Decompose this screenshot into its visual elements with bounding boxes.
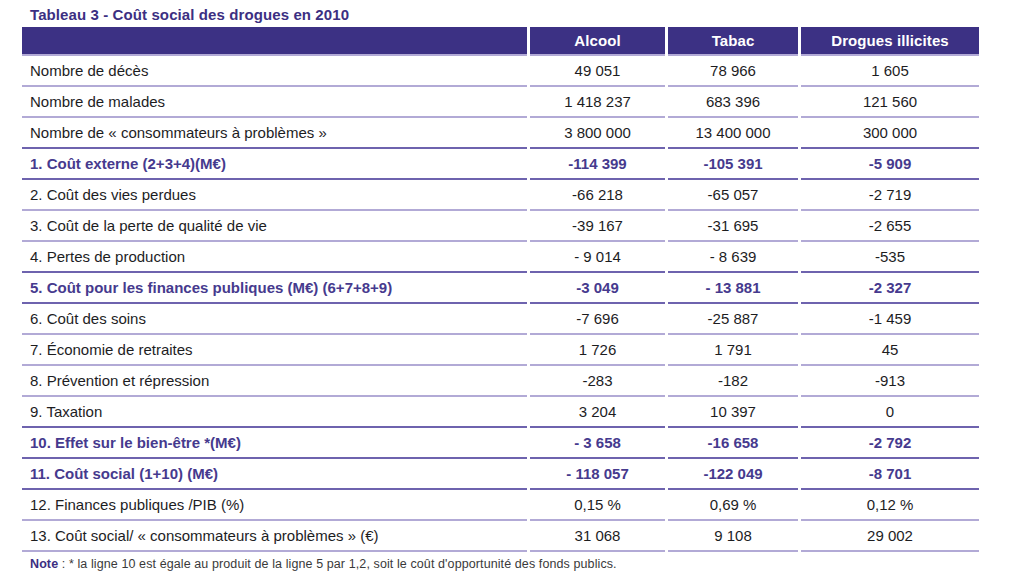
table-row: Nombre de malades1 418 237683 396121 560 xyxy=(22,87,979,118)
note-label: Note xyxy=(30,557,58,571)
value-cell: -913 xyxy=(801,366,979,397)
row-label-cell: 3. Coût de la perte de qualité de vie xyxy=(22,211,527,242)
value-cell: 78 966 xyxy=(668,56,798,87)
header-row: AlcoolTabacDrogues illicites xyxy=(22,27,979,56)
row-label-cell: 7. Économie de retraites xyxy=(22,335,527,366)
value-cell: 31 068 xyxy=(530,521,665,552)
value-cell: 45 xyxy=(801,335,979,366)
table-title: Tableau 3 - Coût social des drogues en 2… xyxy=(22,5,1010,24)
row-label-cell: 6. Coût des soins xyxy=(22,304,527,335)
header-cell: Drogues illicites xyxy=(801,27,979,56)
value-cell: -2 327 xyxy=(801,273,979,304)
table-body: Nombre de décès49 05178 9661 605Nombre d… xyxy=(22,56,979,552)
value-cell: 1 791 xyxy=(668,335,798,366)
value-cell: -1 459 xyxy=(801,304,979,335)
value-cell: 1 726 xyxy=(530,335,665,366)
cost-table: AlcoolTabacDrogues illicites Nombre de d… xyxy=(19,27,982,552)
value-cell: 300 000 xyxy=(801,118,979,149)
row-label-cell: 12. Finances publiques /PIB (%) xyxy=(22,490,527,521)
value-cell: 0,69 % xyxy=(668,490,798,521)
value-cell: 1 418 237 xyxy=(530,87,665,118)
value-cell: -2 719 xyxy=(801,180,979,211)
row-label-cell: 5. Coût pour les finances publiques (M€)… xyxy=(22,273,527,304)
value-cell: 0,12 % xyxy=(801,490,979,521)
value-cell: 9 108 xyxy=(668,521,798,552)
value-cell: -2 792 xyxy=(801,428,979,459)
row-label-cell: 10. Effet sur le bien-être *(M€) xyxy=(22,428,527,459)
table-row: 3. Coût de la perte de qualité de vie-39… xyxy=(22,211,979,242)
value-cell: 13 400 000 xyxy=(668,118,798,149)
value-cell: -182 xyxy=(668,366,798,397)
table-row: 10. Effet sur le bien-être *(M€)- 3 658-… xyxy=(22,428,979,459)
row-label-cell: 11. Coût social (1+10) (M€) xyxy=(22,459,527,490)
row-label-cell: 2. Coût des vies perdues xyxy=(22,180,527,211)
row-label-cell: 9. Taxation xyxy=(22,397,527,428)
value-cell: -105 391 xyxy=(668,149,798,180)
row-label-cell: Nombre de « consommateurs à problèmes » xyxy=(22,118,527,149)
value-cell: 0 xyxy=(801,397,979,428)
table-row: 7. Économie de retraites1 7261 79145 xyxy=(22,335,979,366)
value-cell: 3 800 000 xyxy=(530,118,665,149)
value-cell: - 3 658 xyxy=(530,428,665,459)
value-cell: 1 605 xyxy=(801,56,979,87)
table-row: 9. Taxation3 20410 3970 xyxy=(22,397,979,428)
value-cell: 29 002 xyxy=(801,521,979,552)
table-header: AlcoolTabacDrogues illicites xyxy=(22,27,979,56)
table-row: 1. Coût externe (2+3+4)(M€)-114 399-105 … xyxy=(22,149,979,180)
row-label-cell: 4. Pertes de production xyxy=(22,242,527,273)
row-label-cell: 13. Coût social/ « consommateurs à probl… xyxy=(22,521,527,552)
row-label-cell: Nombre de malades xyxy=(22,87,527,118)
value-cell: -283 xyxy=(530,366,665,397)
value-cell: - 9 014 xyxy=(530,242,665,273)
table-row: 13. Coût social/ « consommateurs à probl… xyxy=(22,521,979,552)
value-cell: -535 xyxy=(801,242,979,273)
table-row: 2. Coût des vies perdues-66 218-65 057-2… xyxy=(22,180,979,211)
value-cell: -16 658 xyxy=(668,428,798,459)
value-cell: -31 695 xyxy=(668,211,798,242)
value-cell: - 13 881 xyxy=(668,273,798,304)
table-row: 12. Finances publiques /PIB (%)0,15 %0,6… xyxy=(22,490,979,521)
table-row: Nombre de « consommateurs à problèmes »3… xyxy=(22,118,979,149)
value-cell: 121 560 xyxy=(801,87,979,118)
document-page: Tableau 3 - Coût social des drogues en 2… xyxy=(0,0,1018,571)
note-text: : * la ligne 10 est égale au produit de … xyxy=(58,557,617,571)
value-cell: -114 399 xyxy=(530,149,665,180)
row-label-cell: 1. Coût externe (2+3+4)(M€) xyxy=(22,149,527,180)
header-cell: Alcool xyxy=(530,27,665,56)
value-cell: -3 049 xyxy=(530,273,665,304)
table-note: Note : * la ligne 10 est égale au produi… xyxy=(22,557,1010,571)
header-cell: Tabac xyxy=(668,27,798,56)
row-label-cell: 8. Prévention et répression xyxy=(22,366,527,397)
table-row: 4. Pertes de production- 9 014- 8 639-53… xyxy=(22,242,979,273)
value-cell: -5 909 xyxy=(801,149,979,180)
value-cell: -7 696 xyxy=(530,304,665,335)
table-row: 6. Coût des soins-7 696-25 887-1 459 xyxy=(22,304,979,335)
value-cell: 10 397 xyxy=(668,397,798,428)
value-cell: -39 167 xyxy=(530,211,665,242)
value-cell: - 118 057 xyxy=(530,459,665,490)
value-cell: 3 204 xyxy=(530,397,665,428)
value-cell: - 8 639 xyxy=(668,242,798,273)
value-cell: 0,15 % xyxy=(530,490,665,521)
value-cell: -122 049 xyxy=(668,459,798,490)
value-cell: -66 218 xyxy=(530,180,665,211)
value-cell: -25 887 xyxy=(668,304,798,335)
table-row: 11. Coût social (1+10) (M€)- 118 057-122… xyxy=(22,459,979,490)
value-cell: 49 051 xyxy=(530,56,665,87)
value-cell: 683 396 xyxy=(668,87,798,118)
table-row: 5. Coût pour les finances publiques (M€)… xyxy=(22,273,979,304)
value-cell: -8 701 xyxy=(801,459,979,490)
value-cell: -2 655 xyxy=(801,211,979,242)
table-row: 8. Prévention et répression-283-182-913 xyxy=(22,366,979,397)
value-cell: -65 057 xyxy=(668,180,798,211)
header-cell-empty xyxy=(22,27,527,56)
table-row: Nombre de décès49 05178 9661 605 xyxy=(22,56,979,87)
row-label-cell: Nombre de décès xyxy=(22,56,527,87)
